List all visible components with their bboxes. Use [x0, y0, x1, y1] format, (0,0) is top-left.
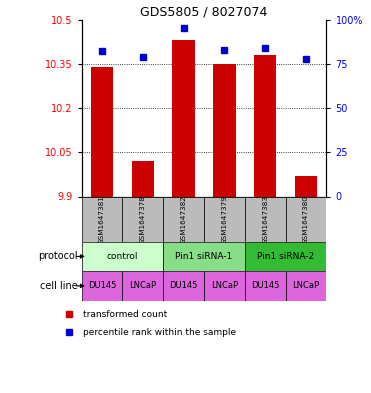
Bar [245, 242, 326, 271]
Bar [173, 40, 195, 196]
Bar [213, 64, 236, 196]
Text: protocol: protocol [38, 252, 78, 261]
Text: GSM1647379: GSM1647379 [221, 195, 227, 244]
Bar [245, 271, 286, 301]
Text: transformed count: transformed count [83, 310, 167, 319]
Text: LNCaP: LNCaP [211, 281, 238, 290]
Text: DU145: DU145 [88, 281, 116, 290]
Bar [122, 271, 163, 301]
Text: DU145: DU145 [170, 281, 198, 290]
Bar [91, 67, 113, 196]
Text: LNCaP: LNCaP [129, 281, 157, 290]
Text: GSM1647382: GSM1647382 [181, 195, 187, 244]
Text: DU145: DU145 [251, 281, 279, 290]
Title: GDS5805 / 8027074: GDS5805 / 8027074 [140, 6, 268, 18]
Text: LNCaP: LNCaP [292, 281, 320, 290]
Bar [245, 196, 286, 242]
Text: control: control [107, 252, 138, 261]
Bar [132, 161, 154, 196]
Text: cell line: cell line [40, 281, 78, 291]
Text: GSM1647380: GSM1647380 [303, 195, 309, 244]
Text: GSM1647381: GSM1647381 [99, 195, 105, 244]
Bar [204, 271, 245, 301]
Bar [286, 271, 326, 301]
Text: GSM1647378: GSM1647378 [140, 195, 146, 244]
Bar [82, 196, 122, 242]
Bar [163, 196, 204, 242]
Bar [122, 196, 163, 242]
Bar [163, 242, 245, 271]
Bar [82, 242, 163, 271]
Bar [163, 271, 204, 301]
Bar [295, 176, 317, 196]
Bar [204, 196, 245, 242]
Text: GSM1647383: GSM1647383 [262, 195, 268, 244]
Bar [254, 55, 276, 196]
Text: Pin1 siRNA-1: Pin1 siRNA-1 [175, 252, 233, 261]
Text: percentile rank within the sample: percentile rank within the sample [83, 328, 236, 337]
Text: Pin1 siRNA-2: Pin1 siRNA-2 [257, 252, 314, 261]
Bar [82, 271, 122, 301]
Bar [286, 196, 326, 242]
